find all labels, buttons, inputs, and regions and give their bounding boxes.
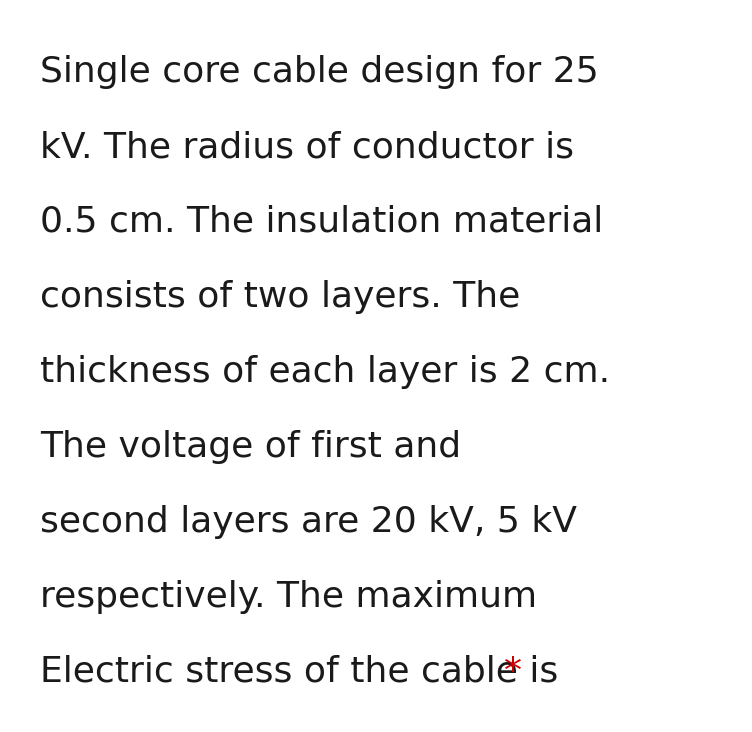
Text: consists of two layers. The: consists of two layers. The [40, 280, 520, 314]
Text: second layers are 20 kV, 5 kV: second layers are 20 kV, 5 kV [40, 505, 577, 539]
Text: thickness of each layer is 2 cm.: thickness of each layer is 2 cm. [40, 355, 610, 389]
Text: kV. The radius of conductor is: kV. The radius of conductor is [40, 130, 574, 164]
Text: Electric stress of the cable is: Electric stress of the cable is [40, 655, 570, 689]
Text: *: * [504, 655, 522, 689]
Text: respectively. The maximum: respectively. The maximum [40, 580, 537, 614]
Text: Single core cable design for 25: Single core cable design for 25 [40, 55, 599, 89]
Text: The voltage of first and: The voltage of first and [40, 430, 461, 464]
Text: 0.5 cm. The insulation material: 0.5 cm. The insulation material [40, 205, 603, 239]
